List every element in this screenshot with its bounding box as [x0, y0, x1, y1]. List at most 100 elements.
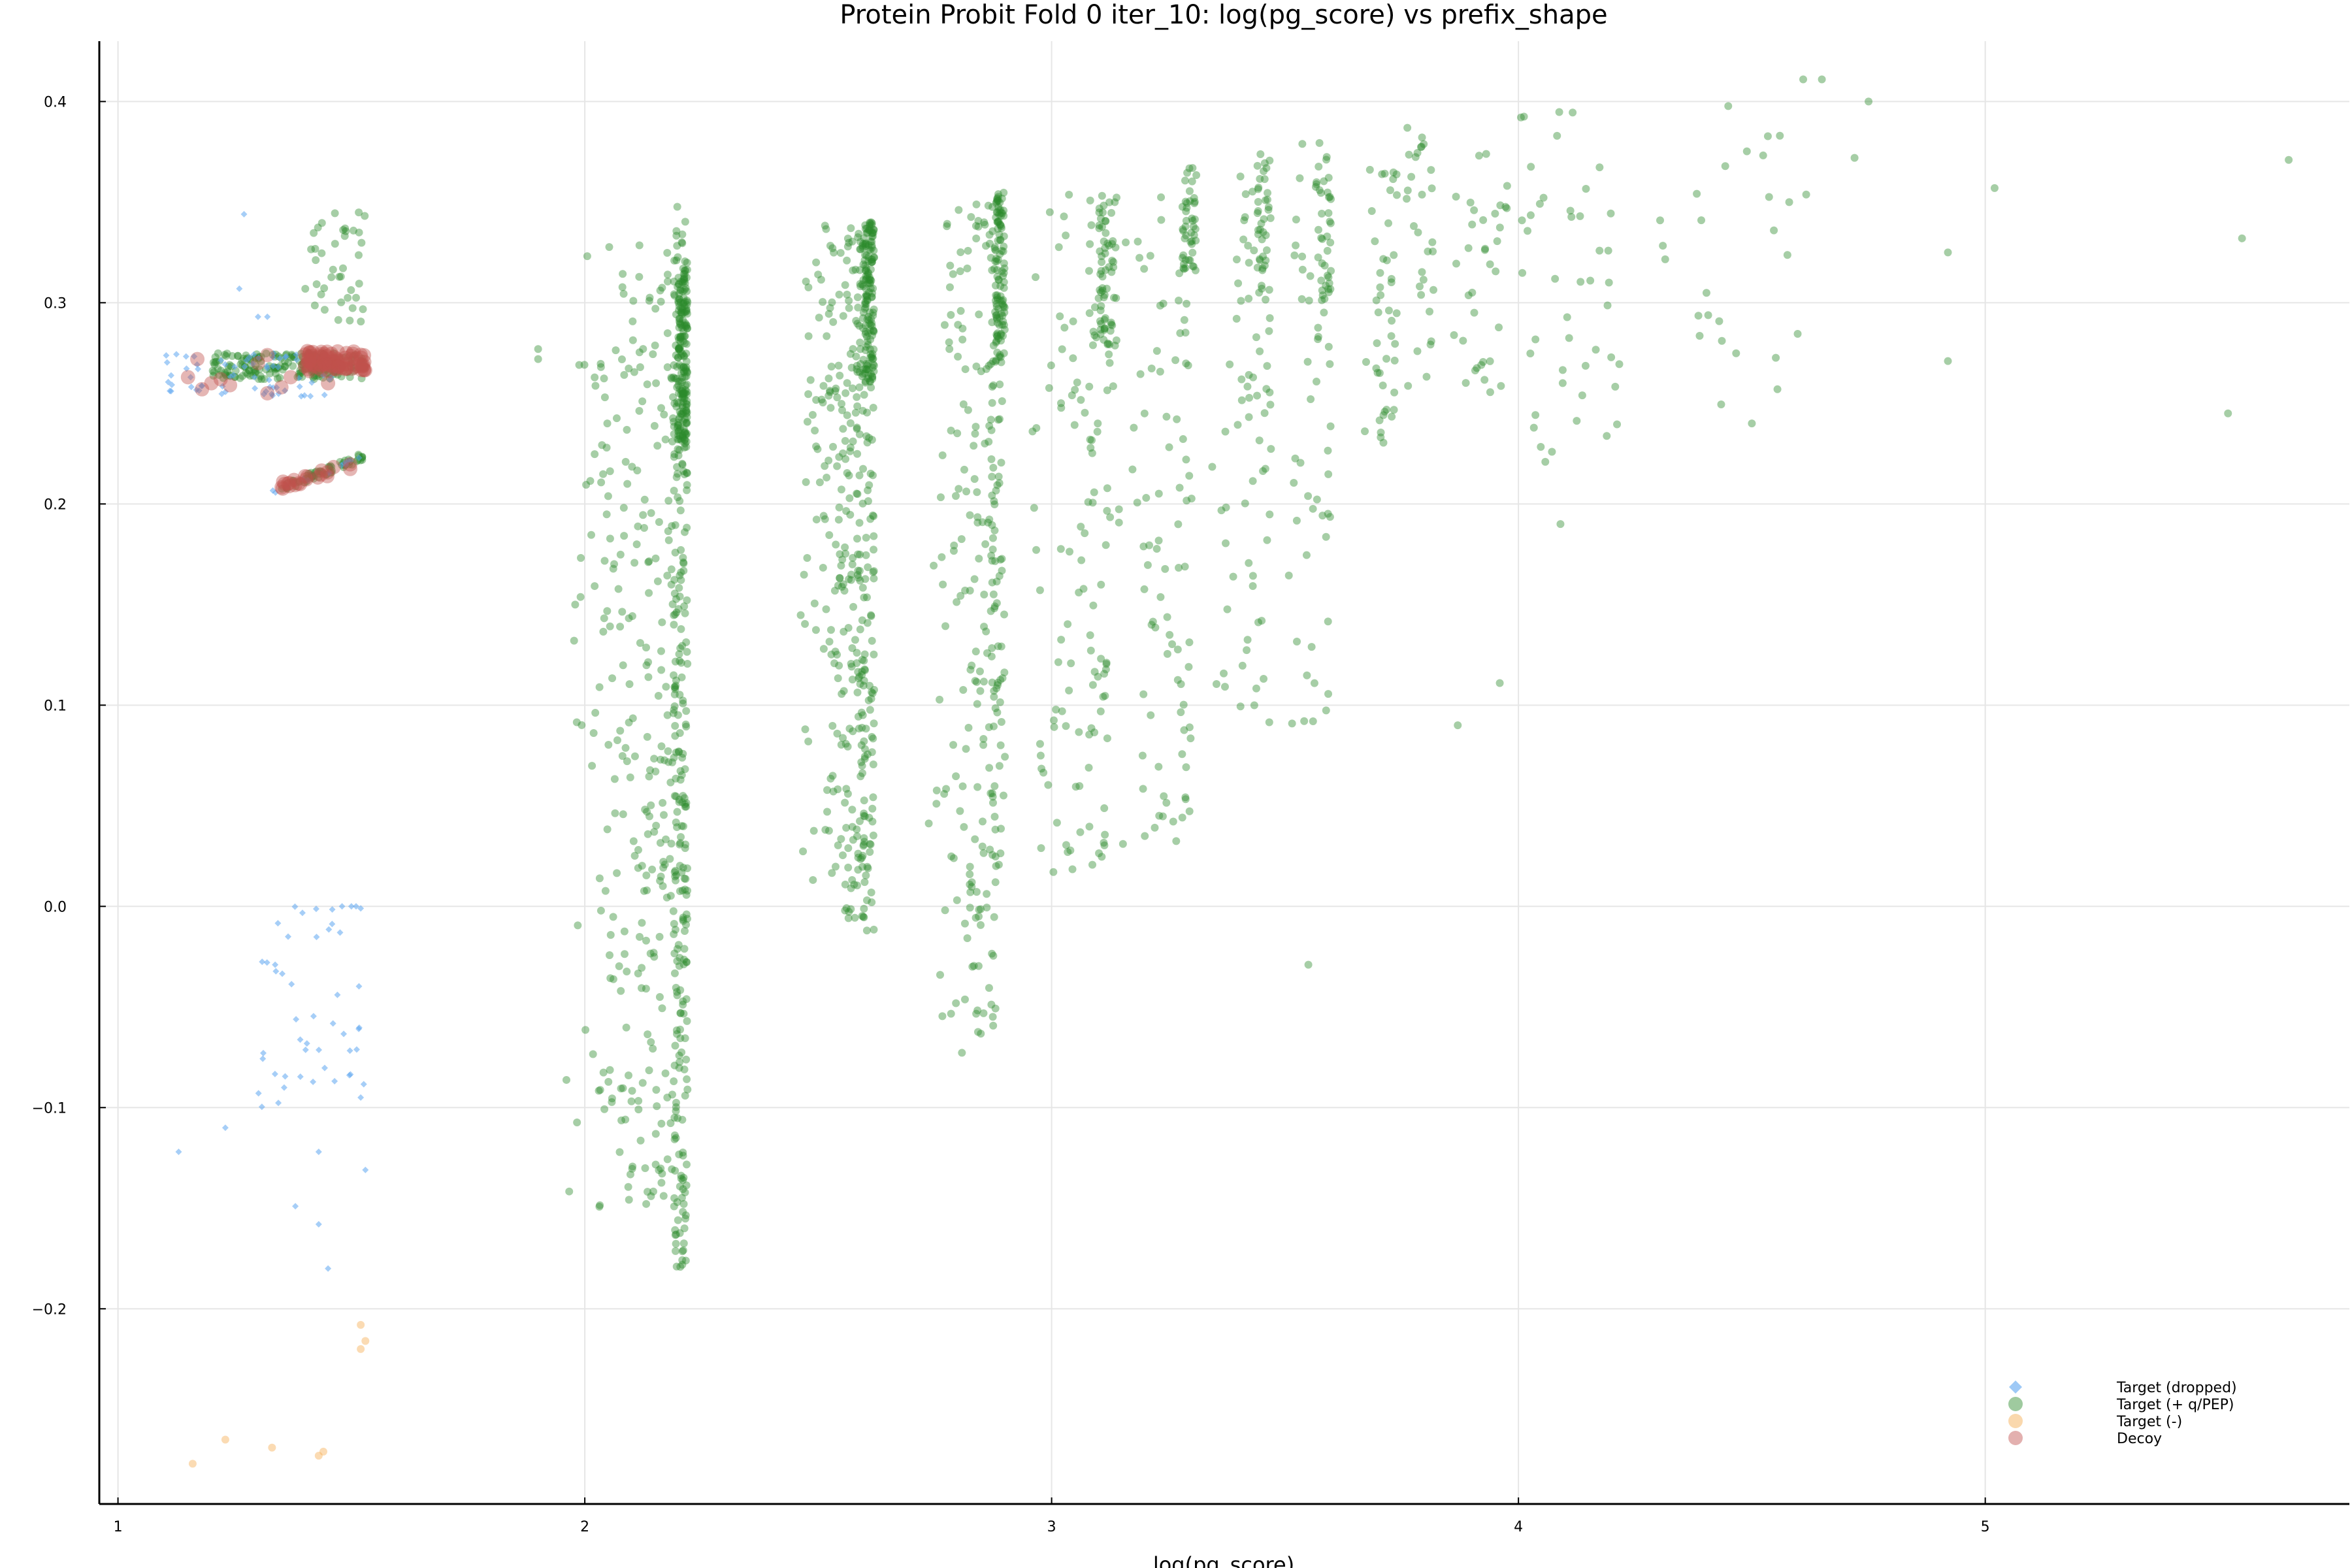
data-point [683, 400, 691, 408]
data-point [245, 367, 253, 375]
data-point [681, 332, 689, 340]
data-point [676, 728, 684, 737]
data-point [1112, 193, 1120, 202]
data-point [858, 723, 866, 732]
data-point [992, 862, 1000, 870]
data-point [1115, 518, 1123, 527]
data-point [303, 471, 312, 480]
data-point [640, 523, 648, 532]
data-point [1326, 193, 1334, 201]
data-point [866, 840, 874, 848]
data-point [600, 557, 609, 565]
data-point [210, 368, 218, 376]
data-point [819, 382, 828, 390]
data-point [1085, 267, 1093, 275]
data-point [163, 351, 170, 359]
data-point [669, 907, 678, 915]
data-point [298, 393, 305, 400]
data-point [681, 381, 690, 389]
data-point [994, 678, 1002, 687]
data-point [307, 471, 316, 480]
data-point [1323, 271, 1331, 280]
data-point [994, 237, 1002, 245]
data-point [1479, 216, 1488, 224]
data-point [1320, 261, 1329, 270]
data-point [1254, 184, 1263, 192]
data-point [859, 239, 868, 248]
data-point [634, 864, 642, 872]
data-point [671, 548, 679, 557]
data-point [869, 831, 877, 840]
data-point [1450, 331, 1458, 339]
data-point [853, 293, 862, 301]
data-point [998, 312, 1007, 320]
data-point [678, 798, 687, 807]
data-point [1373, 368, 1382, 377]
data-point [1098, 223, 1106, 231]
data-point [862, 239, 870, 248]
data-point [355, 359, 370, 374]
data-point [999, 247, 1007, 255]
data-point [1151, 823, 1159, 832]
x-tick-label: 3 [1047, 1519, 1056, 1535]
data-point [1325, 279, 1333, 287]
data-point [856, 238, 864, 246]
data-point [1318, 210, 1326, 218]
data-point [346, 373, 354, 382]
data-point [870, 225, 878, 234]
data-point [331, 209, 339, 218]
data-point [326, 459, 341, 474]
data-point [1095, 208, 1103, 217]
data-point [599, 470, 608, 478]
data-point [335, 353, 344, 362]
data-point [991, 1004, 1000, 1013]
data-point [637, 984, 645, 992]
data-point [837, 740, 845, 749]
data-point [996, 220, 1004, 229]
data-point [983, 904, 991, 912]
data-point [993, 708, 1002, 717]
data-point [1314, 323, 1322, 332]
data-point [1068, 865, 1077, 874]
data-point [320, 465, 335, 480]
data-point [679, 327, 688, 335]
data-point [1241, 190, 1250, 199]
data-point [994, 642, 1002, 651]
data-point [307, 468, 316, 477]
data-point [866, 840, 875, 849]
data-point [996, 676, 1005, 684]
data-point [960, 823, 968, 831]
data-point [839, 312, 847, 320]
data-point [596, 1201, 604, 1209]
data-point [854, 566, 862, 575]
data-point [670, 702, 679, 710]
data-point [1240, 216, 1249, 225]
data-point [682, 707, 691, 715]
data-point [679, 467, 688, 476]
data-point [645, 766, 654, 774]
data-point [1260, 261, 1269, 270]
data-point [1190, 194, 1198, 203]
data-point [1100, 324, 1109, 333]
data-point [992, 302, 1001, 311]
data-point [682, 890, 691, 899]
data-point [1702, 289, 1710, 297]
data-point [211, 353, 220, 361]
data-point [339, 226, 348, 235]
data-point [1420, 140, 1428, 148]
data-point [280, 476, 295, 491]
data-point [645, 1066, 653, 1075]
data-point [992, 197, 1001, 206]
data-point [349, 351, 364, 366]
data-point [842, 823, 851, 832]
data-point [343, 461, 358, 476]
data-point [672, 876, 680, 885]
data-point [357, 905, 365, 912]
data-point [675, 435, 683, 444]
data-point [1324, 174, 1333, 182]
data-point [843, 290, 851, 299]
data-point [651, 304, 660, 313]
data-point [1147, 621, 1156, 629]
data-point [679, 822, 688, 830]
data-point [846, 419, 855, 427]
